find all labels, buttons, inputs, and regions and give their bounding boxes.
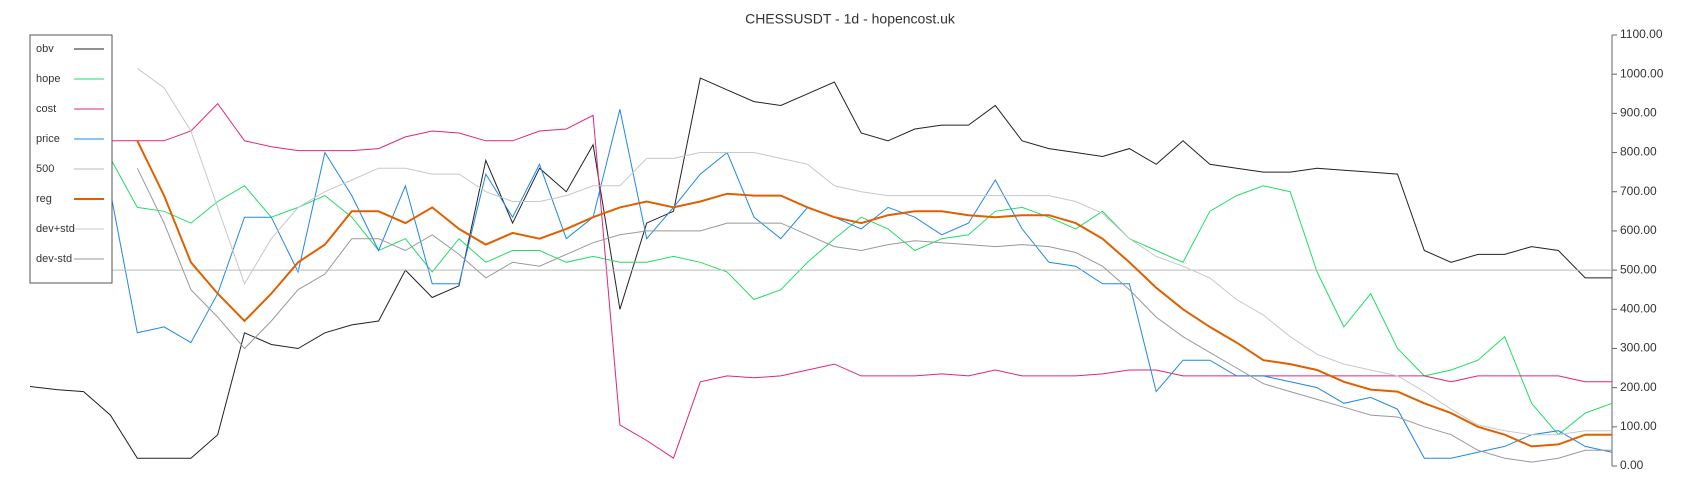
series-line <box>109 158 1613 436</box>
y-tick-label: 0.00 <box>1620 458 1644 472</box>
legend: obv hope cost price 500 reg dev+std dev-std <box>29 34 113 284</box>
y-tick-label: 200.00 <box>1620 380 1657 394</box>
y-tick-label: 1000.00 <box>1620 66 1664 80</box>
y-tick-label: 300.00 <box>1620 341 1657 355</box>
legend-label: 500 <box>36 163 54 175</box>
legend-label: dev+std <box>36 223 75 235</box>
legend-label: obv <box>36 43 54 55</box>
series-line <box>109 109 1613 459</box>
legend-label: reg <box>36 193 52 205</box>
y-tick-label: 1100.00 <box>1620 27 1663 41</box>
y-tick-label: 400.00 <box>1620 301 1657 315</box>
series-line <box>137 67 1612 436</box>
series-line <box>29 77 1612 459</box>
legend-label: hope <box>36 73 60 85</box>
y-tick-label: 500.00 <box>1620 262 1657 276</box>
legend-box <box>29 34 113 284</box>
series-line <box>110 102 1612 459</box>
y-tick-label: 900.00 <box>1620 106 1657 120</box>
legend-label: cost <box>36 103 56 115</box>
legend-label: price <box>36 133 60 145</box>
chart-title: CHESSUSDT - 1d - hopencost.uk <box>745 11 956 27</box>
series-line <box>136 140 1612 448</box>
legend-label: dev-std <box>36 253 72 265</box>
y-tick-label: 800.00 <box>1620 145 1657 159</box>
series-line <box>136 167 1612 463</box>
y-tick-label: 600.00 <box>1620 223 1657 237</box>
y-tick-label: 100.00 <box>1620 419 1657 433</box>
y-tick-label: 700.00 <box>1620 184 1657 198</box>
